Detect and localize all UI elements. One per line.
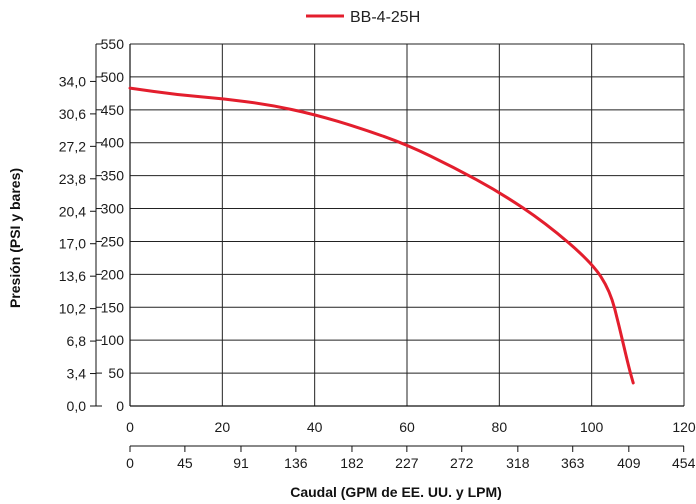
y-psi-tick-2: 100 <box>101 332 125 348</box>
y-psi-tick-labels: 0 50 100 150 200 250 300 350 400 450 500 550 <box>96 36 124 414</box>
legend-label-bb-4-25h: BB-4-25H <box>350 9 420 26</box>
y-bar-tick-8: 27,2 <box>59 138 86 154</box>
chart-axes <box>95 44 684 407</box>
y-bar-tick-6: 20,4 <box>59 203 86 219</box>
x-lpm-tick-9: 409 <box>617 455 641 471</box>
y-psi-tick-6: 300 <box>101 201 125 217</box>
y-psi-tick-7: 350 <box>101 168 125 184</box>
y-bar-tick-1: 3,4 <box>67 366 87 382</box>
y-psi-tick-4: 200 <box>101 266 125 282</box>
x-lpm-tick-8: 363 <box>561 455 585 471</box>
y-bar-tick-labels: 0,0 3,4 6,8 10,2 13,6 17,0 20,4 23,8 27,2 30,6 34,… <box>59 73 96 414</box>
y-bar-tick-10: 34,0 <box>59 73 86 89</box>
x-lpm-tick-4: 182 <box>340 455 364 471</box>
y-axis-title: Presión (PSI y bares) <box>7 168 23 308</box>
y-bar-tick-7: 23,8 <box>59 171 86 187</box>
y-psi-tick-0: 0 <box>116 398 124 414</box>
y-bar-tick-0: 0,0 <box>67 398 87 414</box>
x-lpm-tick-3: 136 <box>284 455 308 471</box>
y-bar-tick-2: 6,8 <box>67 333 87 349</box>
x-gpm-tick-3: 60 <box>399 419 415 435</box>
x-gpm-tick-labels: 0 20 40 60 80 100 120 <box>126 419 696 435</box>
series-line-0 <box>128 86 635 385</box>
x-lpm-tick-2: 91 <box>233 455 249 471</box>
x-lpm-tick-6: 272 <box>450 455 474 471</box>
y-psi-tick-10: 500 <box>101 69 125 85</box>
y-bar-tick-4: 13,6 <box>59 268 86 284</box>
chart-series <box>128 86 635 385</box>
x-lpm-tick-10: 454 <box>672 455 696 471</box>
x-gpm-tick-0: 0 <box>126 419 134 435</box>
y-psi-tick-5: 250 <box>101 233 125 249</box>
x-gpm-tick-5: 100 <box>580 419 604 435</box>
x-lpm-tick-labels: 0 45 91 136 182 227 272 318 363 409 454 <box>126 445 696 471</box>
y-bar-tick-5: 17,0 <box>59 236 86 252</box>
x-lpm-tick-5: 227 <box>395 455 419 471</box>
x-axis-title: Caudal (GPM de EE. UU. y LPM) <box>290 484 502 500</box>
y-psi-tick-8: 400 <box>101 135 125 151</box>
x-lpm-tick-0: 0 <box>126 455 134 471</box>
y-psi-tick-11: 550 <box>101 36 125 52</box>
x-gpm-tick-2: 40 <box>307 419 323 435</box>
y-psi-tick-9: 450 <box>101 102 125 118</box>
y-psi-tick-3: 150 <box>101 299 125 315</box>
y-bar-tick-3: 10,2 <box>59 301 86 317</box>
x-lpm-tick-7: 318 <box>506 455 530 471</box>
x-gpm-tick-1: 20 <box>215 419 231 435</box>
x-lpm-tick-1: 45 <box>177 455 193 471</box>
legend: BB-4-25H <box>306 9 420 26</box>
x-gpm-tick-6: 120 <box>672 419 696 435</box>
y-bar-tick-9: 30,6 <box>59 106 86 122</box>
x-gpm-tick-4: 80 <box>492 419 508 435</box>
y-psi-tick-1: 50 <box>108 365 124 381</box>
